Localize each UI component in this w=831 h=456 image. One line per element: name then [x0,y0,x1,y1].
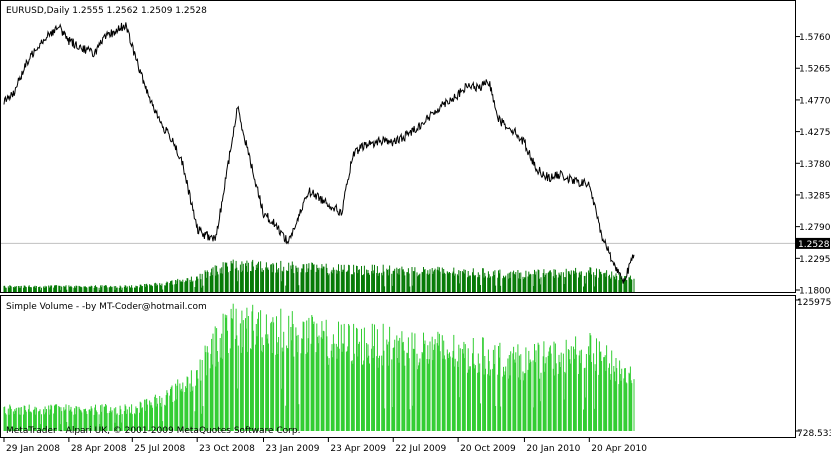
price-axis-tick-label: 1.5265 [799,65,831,75]
volume-bars [3,303,635,431]
price-axis-tick-label: 1.3285 [799,191,831,201]
volume-panel-frame [0,295,796,438]
time-axis-tick-label: 22 Jul 2009 [395,444,446,454]
volume-panel-header: Simple Volume - -by MT-Coder@hotmail.com [6,302,207,312]
time-axis-tick-label: 20 Oct 2009 [460,444,516,454]
volume-axis-max-label: 125975.0 [797,298,831,308]
price-axis-tick-label: 1.3780 [799,160,831,170]
volume-panel[interactable]: Simple Volume - -by MT-Coder@hotmail.com… [0,295,831,440]
price-panel-frame [0,0,796,293]
price-axis-tick-label: 1.1800 [799,287,831,297]
price-axis-tick-label: 1.4275 [799,128,831,138]
time-axis-tick-label: 23 Apr 2009 [330,444,386,454]
current-price-tag-label: 1.2528 [798,240,830,250]
time-axis-tick-label: 23 Oct 2008 [199,444,255,454]
price-axis-tick-label: 1.2790 [799,223,831,233]
volume-axis-min-label: 728.533 [797,429,831,439]
footer-copyright: MetaTrader - Alpari UK, © 2001-2009 Meta… [6,426,300,436]
time-axis-tick-label: 25 Jul 2008 [134,444,185,454]
time-axis-tick-label: 20 Jan 2010 [526,444,580,454]
price-volume-bars [3,259,635,292]
time-axis-tick-label: 23 Jan 2009 [265,444,319,454]
time-axis-tick-label: 29 Jan 2008 [6,444,60,454]
price-panel[interactable]: EURUSD,Daily 1.2555 1.2562 1.2509 1.2528… [0,0,831,297]
time-axis: 29 Jan 2008 28 Apr 2008 25 Jul 2008 23 Oct … [3,438,647,454]
price-series-line [3,22,635,284]
time-axis-tick-label: 28 Apr 2008 [71,444,127,454]
price-axis: 1.5760 1.5265 1.4770 1.4275 1.3780 1.3285 1.27… [796,33,831,297]
price-axis-tick-label: 1.5760 [799,33,831,43]
current-price-tag [796,237,830,249]
price-axis-tick-label: 1.4770 [799,96,831,106]
time-axis-tick-label: 20 Apr 2010 [591,444,647,454]
price-panel-header: EURUSD,Daily 1.2555 1.2562 1.2509 1.2528 [6,6,207,16]
price-axis-tick-label: 1.2295 [799,255,831,265]
